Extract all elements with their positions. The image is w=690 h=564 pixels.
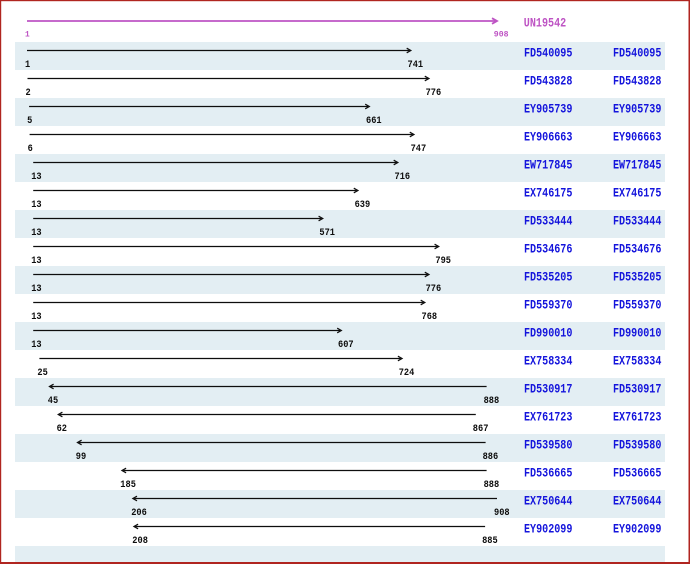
svg-text:EX761723: EX761723	[524, 410, 573, 425]
svg-text:FD536665: FD536665	[613, 466, 662, 481]
svg-text:EW717845: EW717845	[613, 158, 662, 173]
svg-text:908: 908	[494, 30, 509, 40]
svg-text:FD534676: FD534676	[613, 242, 662, 257]
svg-text:FD536665: FD536665	[524, 466, 573, 481]
svg-text:UN19542: UN19542	[524, 16, 567, 31]
svg-text:741: 741	[408, 60, 424, 71]
svg-text:776: 776	[426, 88, 442, 99]
svg-text:6: 6	[28, 144, 33, 155]
svg-text:45: 45	[48, 396, 58, 407]
svg-text:62: 62	[57, 424, 67, 435]
svg-text:886: 886	[483, 452, 499, 463]
svg-text:661: 661	[366, 116, 382, 127]
svg-text:776: 776	[426, 284, 442, 295]
svg-text:FD559370: FD559370	[524, 298, 573, 313]
svg-text:EY906663: EY906663	[613, 130, 662, 145]
svg-text:FD543828: FD543828	[613, 74, 662, 89]
svg-text:FD543828: FD543828	[524, 74, 573, 89]
svg-text:5: 5	[27, 116, 32, 127]
svg-text:FD539580: FD539580	[524, 438, 573, 453]
svg-text:13: 13	[31, 340, 41, 351]
svg-text:1: 1	[25, 60, 30, 71]
svg-text:FD559370: FD559370	[613, 298, 662, 313]
svg-text:867: 867	[473, 424, 489, 435]
svg-text:FD539580: FD539580	[613, 438, 662, 453]
svg-text:571: 571	[319, 228, 335, 239]
svg-text:FD540095: FD540095	[524, 46, 573, 61]
svg-text:FD540095: FD540095	[613, 46, 662, 61]
svg-text:FD530917: FD530917	[524, 382, 572, 397]
svg-text:EY902099: EY902099	[613, 522, 662, 537]
svg-text:FD534676: FD534676	[524, 242, 573, 257]
svg-text:FD990010: FD990010	[613, 326, 662, 341]
svg-text:716: 716	[395, 172, 411, 183]
svg-text:885: 885	[482, 536, 498, 547]
svg-text:2: 2	[26, 88, 31, 99]
svg-text:EW717845: EW717845	[524, 158, 573, 173]
svg-text:13: 13	[31, 284, 41, 295]
svg-text:99: 99	[76, 452, 86, 463]
svg-text:206: 206	[131, 508, 147, 519]
svg-text:908: 908	[494, 508, 510, 519]
svg-text:888: 888	[484, 480, 500, 491]
svg-text:724: 724	[399, 368, 415, 379]
svg-text:EY906663: EY906663	[524, 130, 573, 145]
svg-text:FD535205: FD535205	[524, 270, 573, 285]
svg-text:13: 13	[31, 172, 41, 183]
svg-text:FD533444: FD533444	[524, 214, 573, 229]
svg-text:888: 888	[484, 396, 500, 407]
svg-text:EX746175: EX746175	[613, 186, 662, 201]
svg-text:185: 185	[120, 480, 136, 491]
svg-text:208: 208	[132, 536, 148, 547]
svg-text:747: 747	[411, 144, 427, 155]
svg-text:FD530917: FD530917	[613, 382, 661, 397]
svg-text:EY905739: EY905739	[524, 102, 573, 117]
svg-text:13: 13	[31, 312, 41, 323]
svg-text:EX758334: EX758334	[524, 354, 573, 369]
svg-text:13: 13	[31, 200, 41, 211]
svg-text:13: 13	[31, 228, 41, 239]
svg-text:FD990010: FD990010	[524, 326, 573, 341]
svg-text:EX750644: EX750644	[613, 494, 662, 509]
svg-text:EX758334: EX758334	[613, 354, 662, 369]
svg-text:13: 13	[31, 256, 41, 267]
svg-text:FD535205: FD535205	[613, 270, 662, 285]
svg-text:795: 795	[435, 256, 451, 267]
svg-text:EY902099: EY902099	[524, 522, 573, 537]
svg-text:1: 1	[25, 30, 30, 40]
svg-text:FD533444: FD533444	[613, 214, 662, 229]
svg-text:EX750644: EX750644	[524, 494, 573, 509]
svg-text:607: 607	[338, 340, 354, 351]
svg-text:EX746175: EX746175	[524, 186, 573, 201]
svg-text:EX761723: EX761723	[613, 410, 662, 425]
svg-text:768: 768	[422, 312, 438, 323]
svg-text:EY905739: EY905739	[613, 102, 662, 117]
svg-text:639: 639	[355, 200, 371, 211]
svg-text:25: 25	[37, 368, 47, 379]
